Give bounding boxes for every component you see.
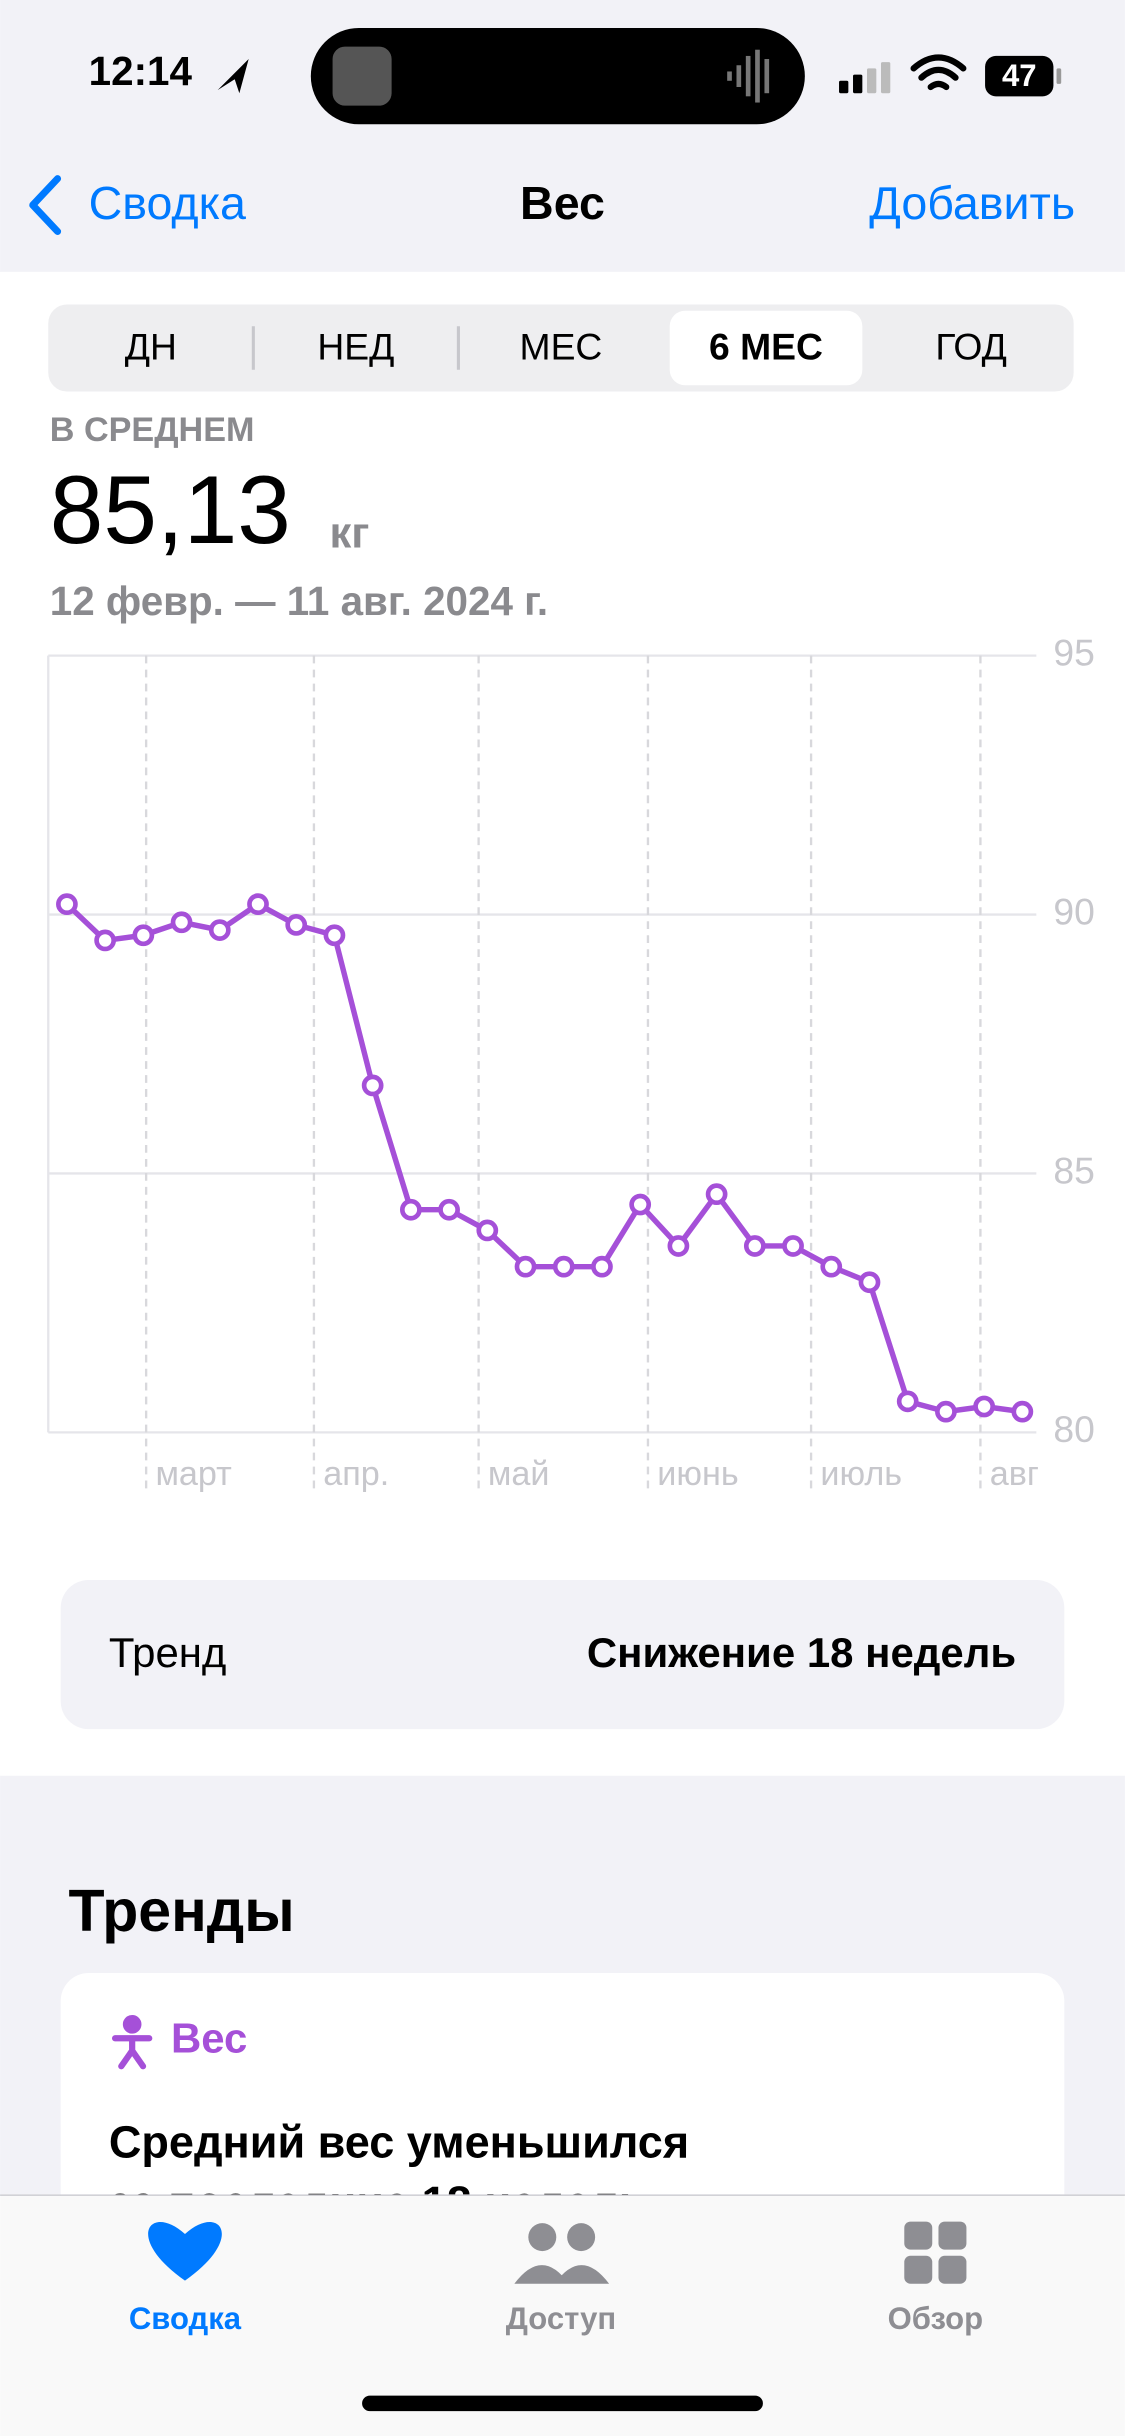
dynamic-island (310, 27, 805, 125)
person-icon (111, 2014, 153, 2070)
weight-point (858, 1271, 881, 1294)
weight-point (323, 924, 346, 947)
tab-icon (904, 2255, 933, 2284)
tab-icon (938, 2221, 967, 2250)
weight-point (514, 1255, 537, 1278)
nav-title: Вес (520, 177, 605, 229)
x-tick-label: авг (990, 1455, 1040, 1493)
x-tick-label: апр. (323, 1455, 389, 1493)
audio-wave (727, 49, 770, 103)
weight-point (132, 924, 155, 947)
segment[interactable]: НЕД (317, 325, 394, 367)
weight-point (705, 1183, 728, 1206)
summary-label: В СРЕДНЕМ (50, 411, 255, 449)
x-tick-label: май (488, 1455, 550, 1493)
weight-point (476, 1219, 499, 1242)
y-tick-label: 80 (1053, 1408, 1094, 1450)
trend-card[interactable] (60, 1579, 1065, 1730)
weight-point (973, 1395, 996, 1418)
wifi-icon (910, 54, 967, 91)
weight-point (935, 1400, 957, 1423)
weight-point (247, 893, 269, 916)
weight-point (56, 893, 78, 916)
tab-icon (148, 2222, 222, 2281)
weight-point (361, 1074, 384, 1097)
weight-point (94, 929, 117, 952)
tab-icon (567, 2223, 596, 2252)
album-art (332, 46, 392, 106)
segment[interactable]: ДН (125, 325, 177, 367)
weight-point (667, 1235, 690, 1257)
weight-point (170, 911, 193, 934)
trend-value: Снижение 18 недель (587, 1629, 1016, 1676)
back-chevron[interactable] (29, 175, 62, 235)
y-tick-label: 95 (1053, 631, 1094, 673)
trends-headline: Средний вес уменьшился (109, 2116, 689, 2167)
tab-icon (514, 2265, 610, 2284)
x-tick-label: март (155, 1455, 232, 1493)
segment[interactable]: 6 МЕС (709, 325, 823, 367)
tab-icon (938, 2255, 967, 2284)
weight-point (820, 1255, 843, 1278)
trends-category: Вес (171, 2014, 247, 2061)
tab-label[interactable]: Сводка (129, 2301, 242, 2336)
x-tick-label: июль (820, 1455, 902, 1493)
status-time: 12:14 (89, 48, 193, 94)
weight-point (208, 919, 231, 941)
plot-area: март апр. май июнь июль авг (144, 655, 1040, 1495)
weight-point (399, 1198, 422, 1221)
weight-point (1011, 1400, 1034, 1423)
summary-value: 85,13 (50, 457, 291, 564)
tab-icon (904, 2221, 933, 2250)
summary-unit: кг (329, 509, 369, 557)
trends-heading: Тренды (68, 1878, 294, 1944)
battery-cap (1056, 68, 1062, 84)
tab-label[interactable]: Доступ (506, 2301, 616, 2336)
y-tick-label: 85 (1053, 1149, 1094, 1191)
location-icon (217, 59, 249, 94)
segment-selected (669, 310, 863, 386)
weight-point (743, 1235, 766, 1257)
weight-point (438, 1198, 460, 1221)
weight-point (782, 1235, 804, 1257)
x-tick-label: июнь (657, 1455, 738, 1493)
segment[interactable]: МЕС (520, 325, 603, 367)
home-indicator (362, 2395, 763, 2412)
weight-point (285, 914, 308, 936)
battery-level: 47 (1002, 58, 1037, 93)
back-button[interactable]: Сводка (89, 177, 246, 229)
trends-card[interactable] (60, 1973, 1065, 2315)
signal-icon (839, 62, 891, 94)
add-button[interactable]: Добавить (869, 177, 1075, 229)
weight-line (65, 901, 1023, 1415)
trend-label: Тренд (109, 1629, 227, 1676)
weight-point (896, 1390, 919, 1413)
weight-point (552, 1255, 575, 1278)
weight-point (591, 1255, 613, 1278)
segment[interactable]: ГОД (935, 325, 1007, 367)
summary-range: 12 февр. — 11 авг. 2024 г. (50, 578, 548, 624)
y-tick-label: 90 (1053, 890, 1094, 932)
battery-icon (985, 55, 1054, 97)
weight-point (629, 1193, 652, 1216)
tab-label[interactable]: Обзор (888, 2301, 984, 2336)
trends-headline-cont: за последние 18 недель (109, 2177, 647, 2228)
tab-icon (528, 2223, 557, 2252)
